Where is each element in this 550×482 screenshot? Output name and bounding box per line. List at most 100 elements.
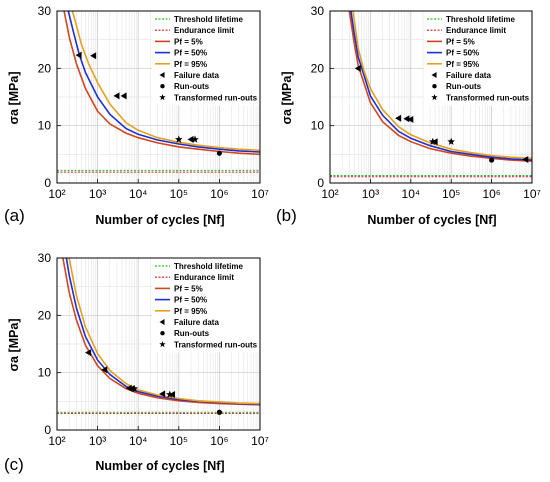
y-tick-label: 30 — [38, 4, 52, 18]
legend: Threshold lifetime Endurance limit Pf = 5%… — [423, 11, 532, 106]
legend-entry: Transformed run-outs — [174, 340, 258, 349]
x-tick-label: 10⁵ — [170, 187, 188, 201]
legend-entry: Pf = 50% — [174, 49, 207, 58]
x-tick-label: 10⁴ — [402, 187, 421, 201]
x-axis-title: Number of cycles [Nf] — [95, 213, 224, 227]
chart-panel-2: 10² 10³ 10⁴ 10⁵ 10⁶ 10⁷ 0 10 20 30 Number of cycle… — [276, 4, 541, 227]
transformed-run-out-point — [429, 137, 437, 145]
chart-panel-3: 10² 10³ 10⁴ 10⁵ 10⁶ 10⁷ 0 10 20 30 Number of cycle… — [4, 251, 269, 474]
failure-data-point — [85, 349, 92, 357]
x-tick-label: 10⁶ — [210, 434, 228, 448]
legend-entry: Pf = 5% — [174, 284, 203, 293]
x-tick-label: 10² — [321, 187, 338, 201]
legend-entry: Failure data — [174, 71, 219, 80]
legend-entry: Pf = 95% — [446, 60, 479, 69]
y-tick-label: 10 — [38, 366, 52, 380]
x-tick-label: 10⁵ — [170, 434, 188, 448]
legend-swatch-transformed — [159, 341, 166, 348]
series-line-1 — [63, 11, 260, 156]
legend-box — [151, 11, 260, 106]
x-tick-label: 10⁷ — [523, 187, 541, 201]
legend-entry: Run-outs — [174, 82, 210, 91]
y-tick-label: 10 — [38, 119, 52, 133]
failure-data-point — [407, 115, 414, 123]
panel-label: (b) — [276, 206, 297, 225]
x-tick-label: 10³ — [89, 187, 106, 201]
legend-swatch-transformed — [159, 94, 166, 101]
panel-label: (c) — [4, 455, 24, 474]
transformed-run-out-point — [166, 390, 174, 398]
failure-data-point — [395, 114, 402, 122]
series-line-2 — [350, 11, 532, 161]
legend-entry: Run-outs — [446, 82, 482, 91]
failure-data-point — [75, 51, 82, 59]
failure-data-point — [403, 115, 410, 123]
legend-entry: Endurance limit — [174, 26, 234, 35]
x-tick-label: 10⁴ — [129, 434, 148, 448]
legend-box — [423, 11, 532, 106]
y-tick-label: 20 — [38, 61, 52, 75]
y-tick-label: 0 — [317, 176, 324, 190]
legend-entry: Pf = 50% — [446, 49, 479, 58]
legend-entry: Failure data — [174, 318, 219, 327]
failure-data-point — [120, 92, 127, 100]
x-axis-title: Number of cycles [Nf] — [95, 459, 224, 473]
run-out-point — [216, 150, 222, 156]
y-tick-label: 0 — [44, 423, 51, 437]
x-tick-label: 10⁷ — [251, 187, 269, 201]
failure-data-point — [113, 92, 120, 100]
legend-entry: Pf = 95% — [174, 307, 207, 316]
legend-box — [151, 258, 260, 353]
legend-entry: Run-outs — [174, 329, 210, 338]
failure-data-point — [159, 390, 166, 398]
panel-label: (a) — [4, 206, 25, 225]
run-out-point — [216, 409, 222, 415]
x-tick-label: 10⁵ — [442, 187, 460, 201]
legend-swatch-failure — [159, 319, 165, 325]
chart-panel-1: 10² 10³ 10⁴ 10⁵ 10⁶ 10⁷ 0 10 20 30 Number of cycle… — [4, 4, 269, 227]
plot-layer — [57, 258, 260, 415]
legend-entry: Threshold lifetime — [174, 262, 243, 271]
run-out-point — [489, 157, 495, 163]
legend-swatch-runout — [160, 84, 165, 89]
plot-layer — [330, 11, 532, 178]
legend-entry: Pf = 5% — [174, 37, 203, 46]
x-tick-label: 10⁶ — [482, 187, 500, 201]
y-tick-label: 30 — [38, 251, 52, 265]
series-line-3 — [71, 11, 260, 152]
transformed-run-out-point — [130, 384, 139, 392]
y-tick-label: 0 — [44, 176, 51, 190]
legend-entry: Endurance limit — [446, 26, 506, 35]
failure-data-point — [101, 366, 108, 374]
legend-entry: Pf = 5% — [446, 37, 475, 46]
x-tick-label: 10³ — [89, 434, 106, 448]
legend-swatch-failure — [159, 72, 165, 78]
plot-frame — [56, 257, 261, 431]
x-tick-label: 10⁶ — [210, 187, 228, 201]
y-axis-title: σa [MPa] — [280, 71, 294, 124]
legend-swatch-runout — [432, 84, 437, 89]
legend-entry: Failure data — [446, 71, 491, 80]
series-line-1 — [62, 258, 260, 406]
legend-entry: Transformed run-outs — [174, 93, 258, 102]
x-tick-label: 10² — [48, 187, 65, 201]
transformed-run-out-point — [447, 137, 455, 145]
legend-entry: Threshold lifetime — [446, 15, 515, 24]
transformed-run-out-point — [191, 135, 199, 143]
y-tick-label: 20 — [38, 308, 52, 322]
series-line-3 — [352, 11, 532, 160]
y-tick-label: 20 — [311, 61, 325, 75]
x-tick-label: 10⁴ — [129, 187, 148, 201]
legend: Threshold lifetime Endurance limit Pf = 5%… — [151, 11, 260, 106]
legend-entry: Endurance limit — [174, 273, 234, 282]
legend: Threshold lifetime Endurance limit Pf = 5%… — [151, 258, 260, 353]
y-axis-title: σa [MPa] — [7, 71, 21, 124]
legend-entry: Pf = 50% — [174, 296, 207, 305]
plot-frame — [56, 10, 261, 184]
x-axis-title: Number of cycles [Nf] — [367, 213, 496, 227]
y-tick-label: 10 — [311, 119, 325, 133]
failure-data-point — [354, 64, 361, 72]
legend-entry: Transformed run-outs — [446, 93, 530, 102]
failure-data-point — [125, 384, 132, 392]
